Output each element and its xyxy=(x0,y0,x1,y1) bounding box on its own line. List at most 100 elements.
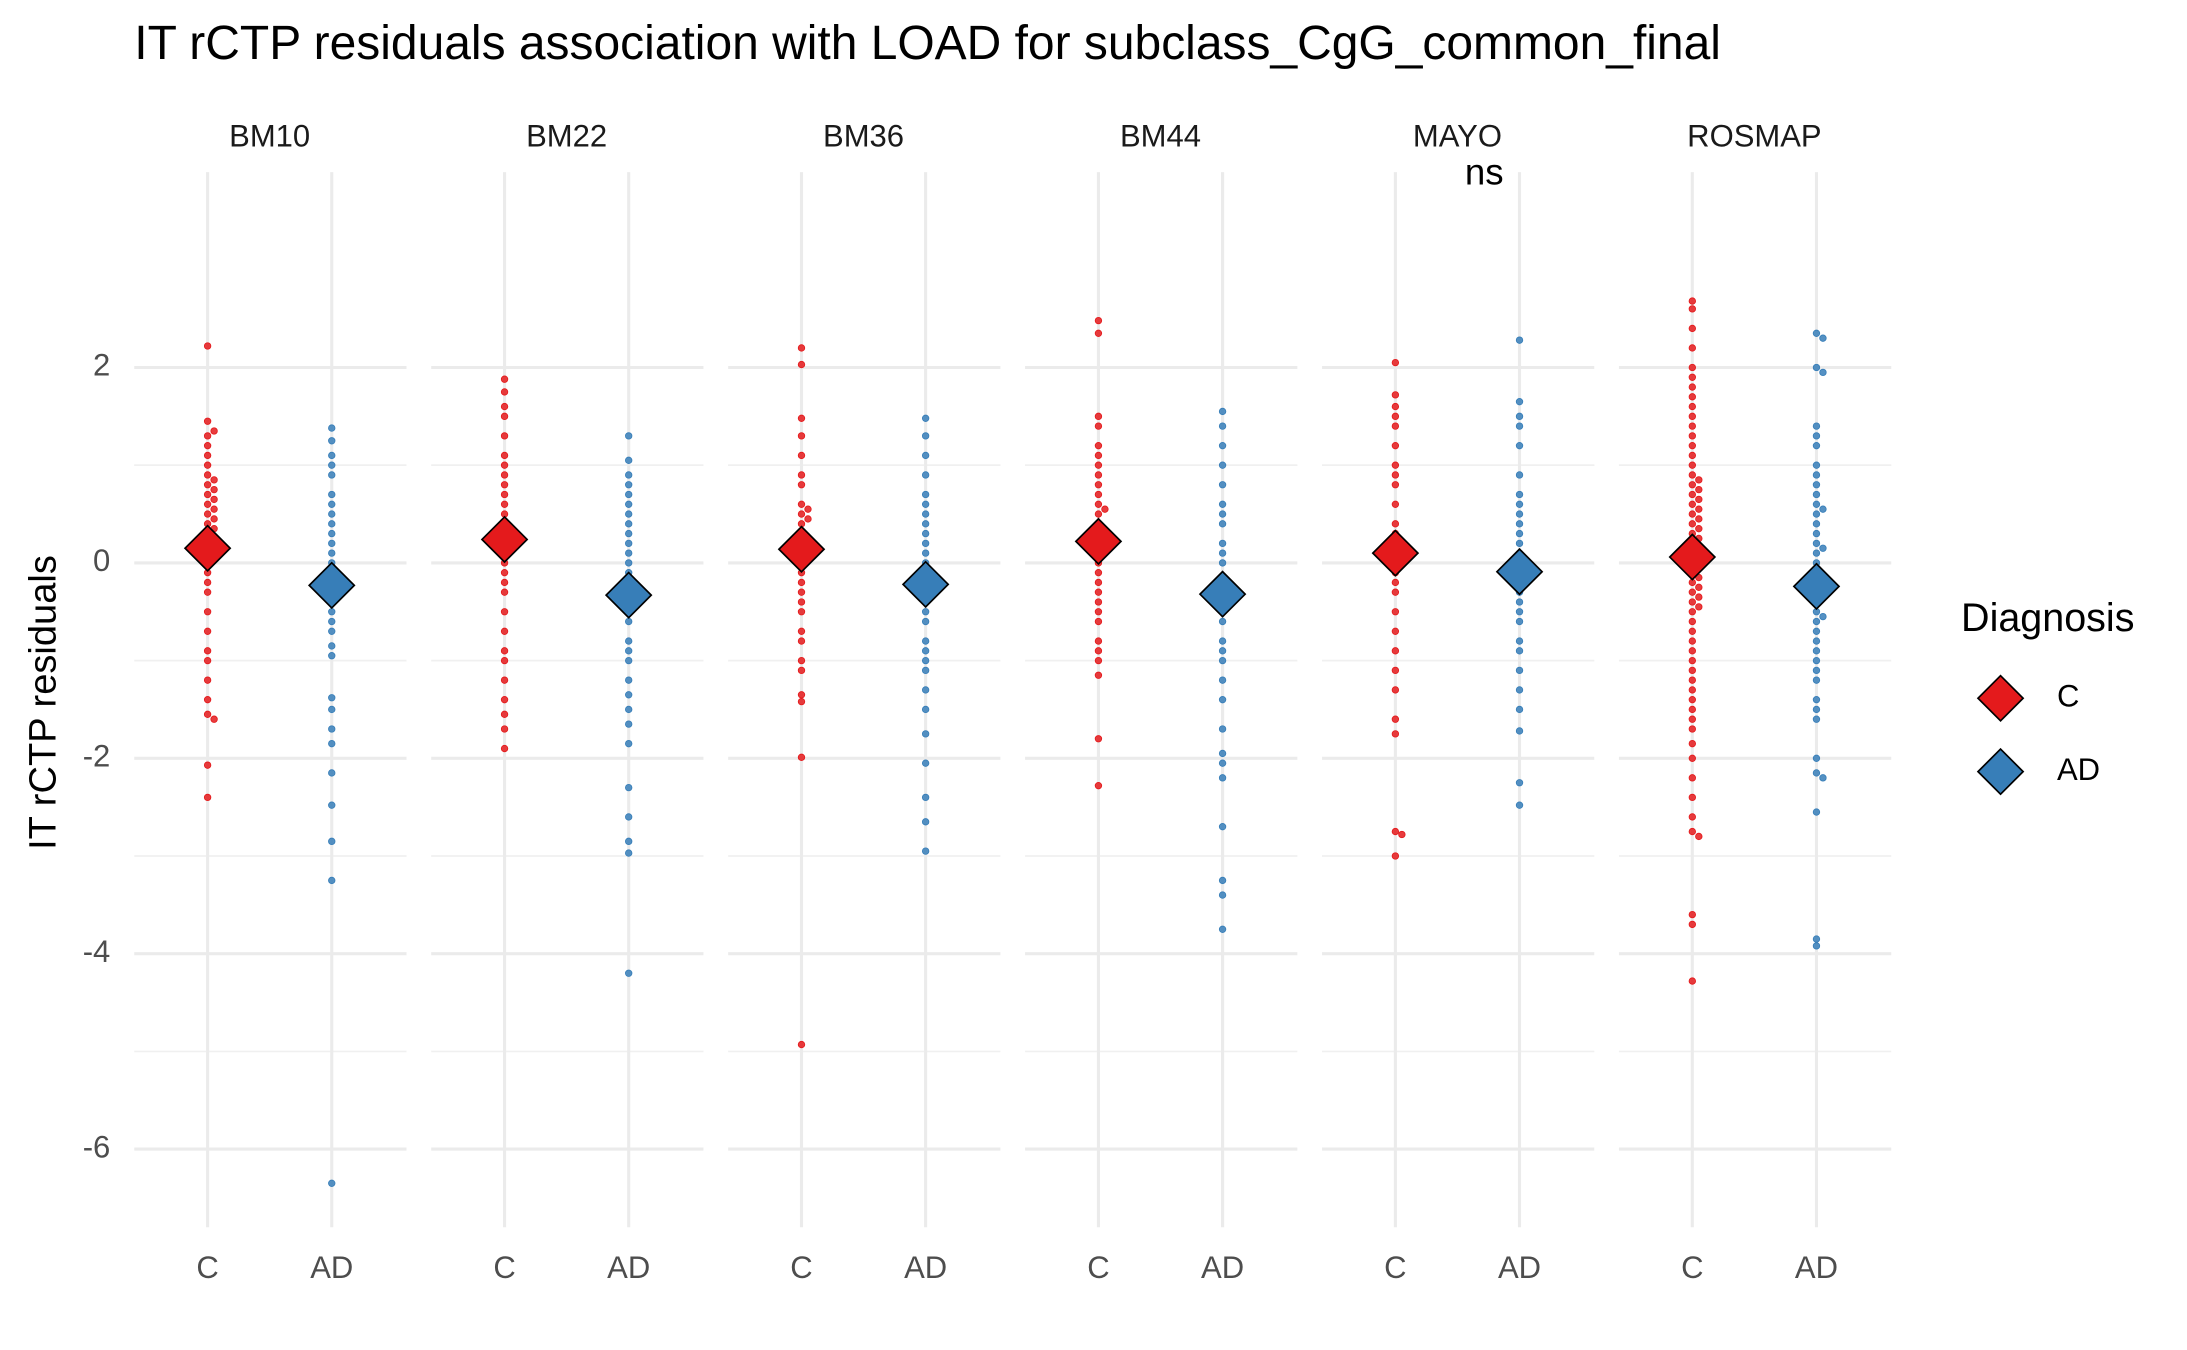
data-point xyxy=(797,753,806,761)
data-point xyxy=(500,451,509,460)
data-point xyxy=(1812,471,1821,479)
data-point xyxy=(210,485,218,494)
data-point xyxy=(1688,666,1696,675)
data-point xyxy=(328,510,336,518)
data-point xyxy=(1515,398,1524,406)
data-point xyxy=(1688,656,1696,665)
data-point xyxy=(1218,696,1227,704)
data-point xyxy=(1218,749,1227,758)
data-point xyxy=(210,476,218,484)
x-tick-label: AD xyxy=(607,1250,650,1285)
data-point xyxy=(1094,461,1103,469)
data-point xyxy=(328,627,336,635)
data-point xyxy=(1391,520,1400,528)
data-point xyxy=(1515,727,1524,735)
data-point xyxy=(328,705,336,714)
y-tick-label: -4 xyxy=(83,934,111,969)
data-point xyxy=(500,402,509,411)
data-point xyxy=(1094,569,1103,577)
data-point xyxy=(625,559,633,567)
data-point xyxy=(1094,735,1103,743)
data-point xyxy=(1515,801,1524,809)
data-point xyxy=(625,529,633,538)
data-point xyxy=(1688,451,1696,460)
data-point xyxy=(1695,832,1703,841)
data-point xyxy=(921,666,930,675)
data-point xyxy=(1094,412,1103,421)
data-point xyxy=(1688,725,1696,733)
mean-marker xyxy=(480,515,529,564)
data-point xyxy=(1391,500,1400,508)
data-point xyxy=(203,481,212,489)
data-point xyxy=(1812,935,1821,943)
data-point xyxy=(1515,617,1524,626)
data-point xyxy=(1218,676,1227,684)
data-point xyxy=(797,691,806,699)
data-point xyxy=(1819,612,1827,621)
data-point xyxy=(797,1040,806,1049)
data-point xyxy=(1094,510,1103,518)
data-point xyxy=(1515,647,1524,655)
data-point xyxy=(328,451,336,460)
data-point xyxy=(203,608,212,616)
mean-marker xyxy=(604,571,653,619)
data-point xyxy=(328,876,336,885)
data-point xyxy=(625,539,633,548)
data-point xyxy=(500,375,509,383)
x-tick-label: AD xyxy=(310,1250,353,1285)
data-point xyxy=(1688,696,1696,704)
data-point xyxy=(500,490,509,499)
data-point xyxy=(1094,451,1103,460)
data-point xyxy=(1812,441,1821,450)
data-point xyxy=(203,627,212,635)
data-point xyxy=(1688,617,1696,626)
data-point xyxy=(328,461,336,469)
data-point xyxy=(797,360,806,369)
x-tick-label: C xyxy=(493,1250,515,1285)
data-point xyxy=(328,500,336,508)
data-point xyxy=(921,529,930,538)
data-point xyxy=(921,705,930,714)
data-point xyxy=(797,637,806,645)
data-point xyxy=(203,432,212,440)
data-point xyxy=(625,471,633,479)
data-point xyxy=(1688,500,1696,508)
data-point xyxy=(328,769,336,777)
data-point xyxy=(1391,422,1400,430)
data-point xyxy=(1812,461,1821,469)
data-point xyxy=(203,710,212,719)
data-point xyxy=(1094,316,1103,325)
data-point xyxy=(500,578,509,587)
data-point xyxy=(1218,617,1227,626)
data-point xyxy=(1688,813,1696,821)
data-point xyxy=(1391,827,1400,836)
data-point xyxy=(1515,598,1524,606)
data-point xyxy=(328,520,336,528)
data-point xyxy=(1515,500,1524,508)
mean-marker xyxy=(307,561,356,610)
data-point xyxy=(1688,412,1696,421)
data-point xyxy=(500,676,509,684)
data-point xyxy=(210,715,218,723)
data-point xyxy=(625,520,633,528)
data-point xyxy=(921,471,930,479)
data-point xyxy=(921,500,930,508)
data-point xyxy=(203,761,212,769)
data-point xyxy=(1218,520,1227,528)
data-point xyxy=(328,739,336,748)
mean-marker xyxy=(1198,570,1247,618)
data-point xyxy=(1695,476,1703,484)
data-point xyxy=(1391,402,1400,411)
data-point xyxy=(210,515,218,523)
data-point xyxy=(500,744,509,753)
data-point xyxy=(1688,297,1696,305)
data-point xyxy=(1812,696,1821,704)
data-point xyxy=(625,647,633,655)
y-tick-label: -6 xyxy=(83,1129,111,1164)
data-point xyxy=(797,697,806,706)
data-point xyxy=(1515,666,1524,675)
x-tick-label: AD xyxy=(904,1250,947,1285)
data-point xyxy=(203,417,212,425)
data-point xyxy=(921,520,930,528)
